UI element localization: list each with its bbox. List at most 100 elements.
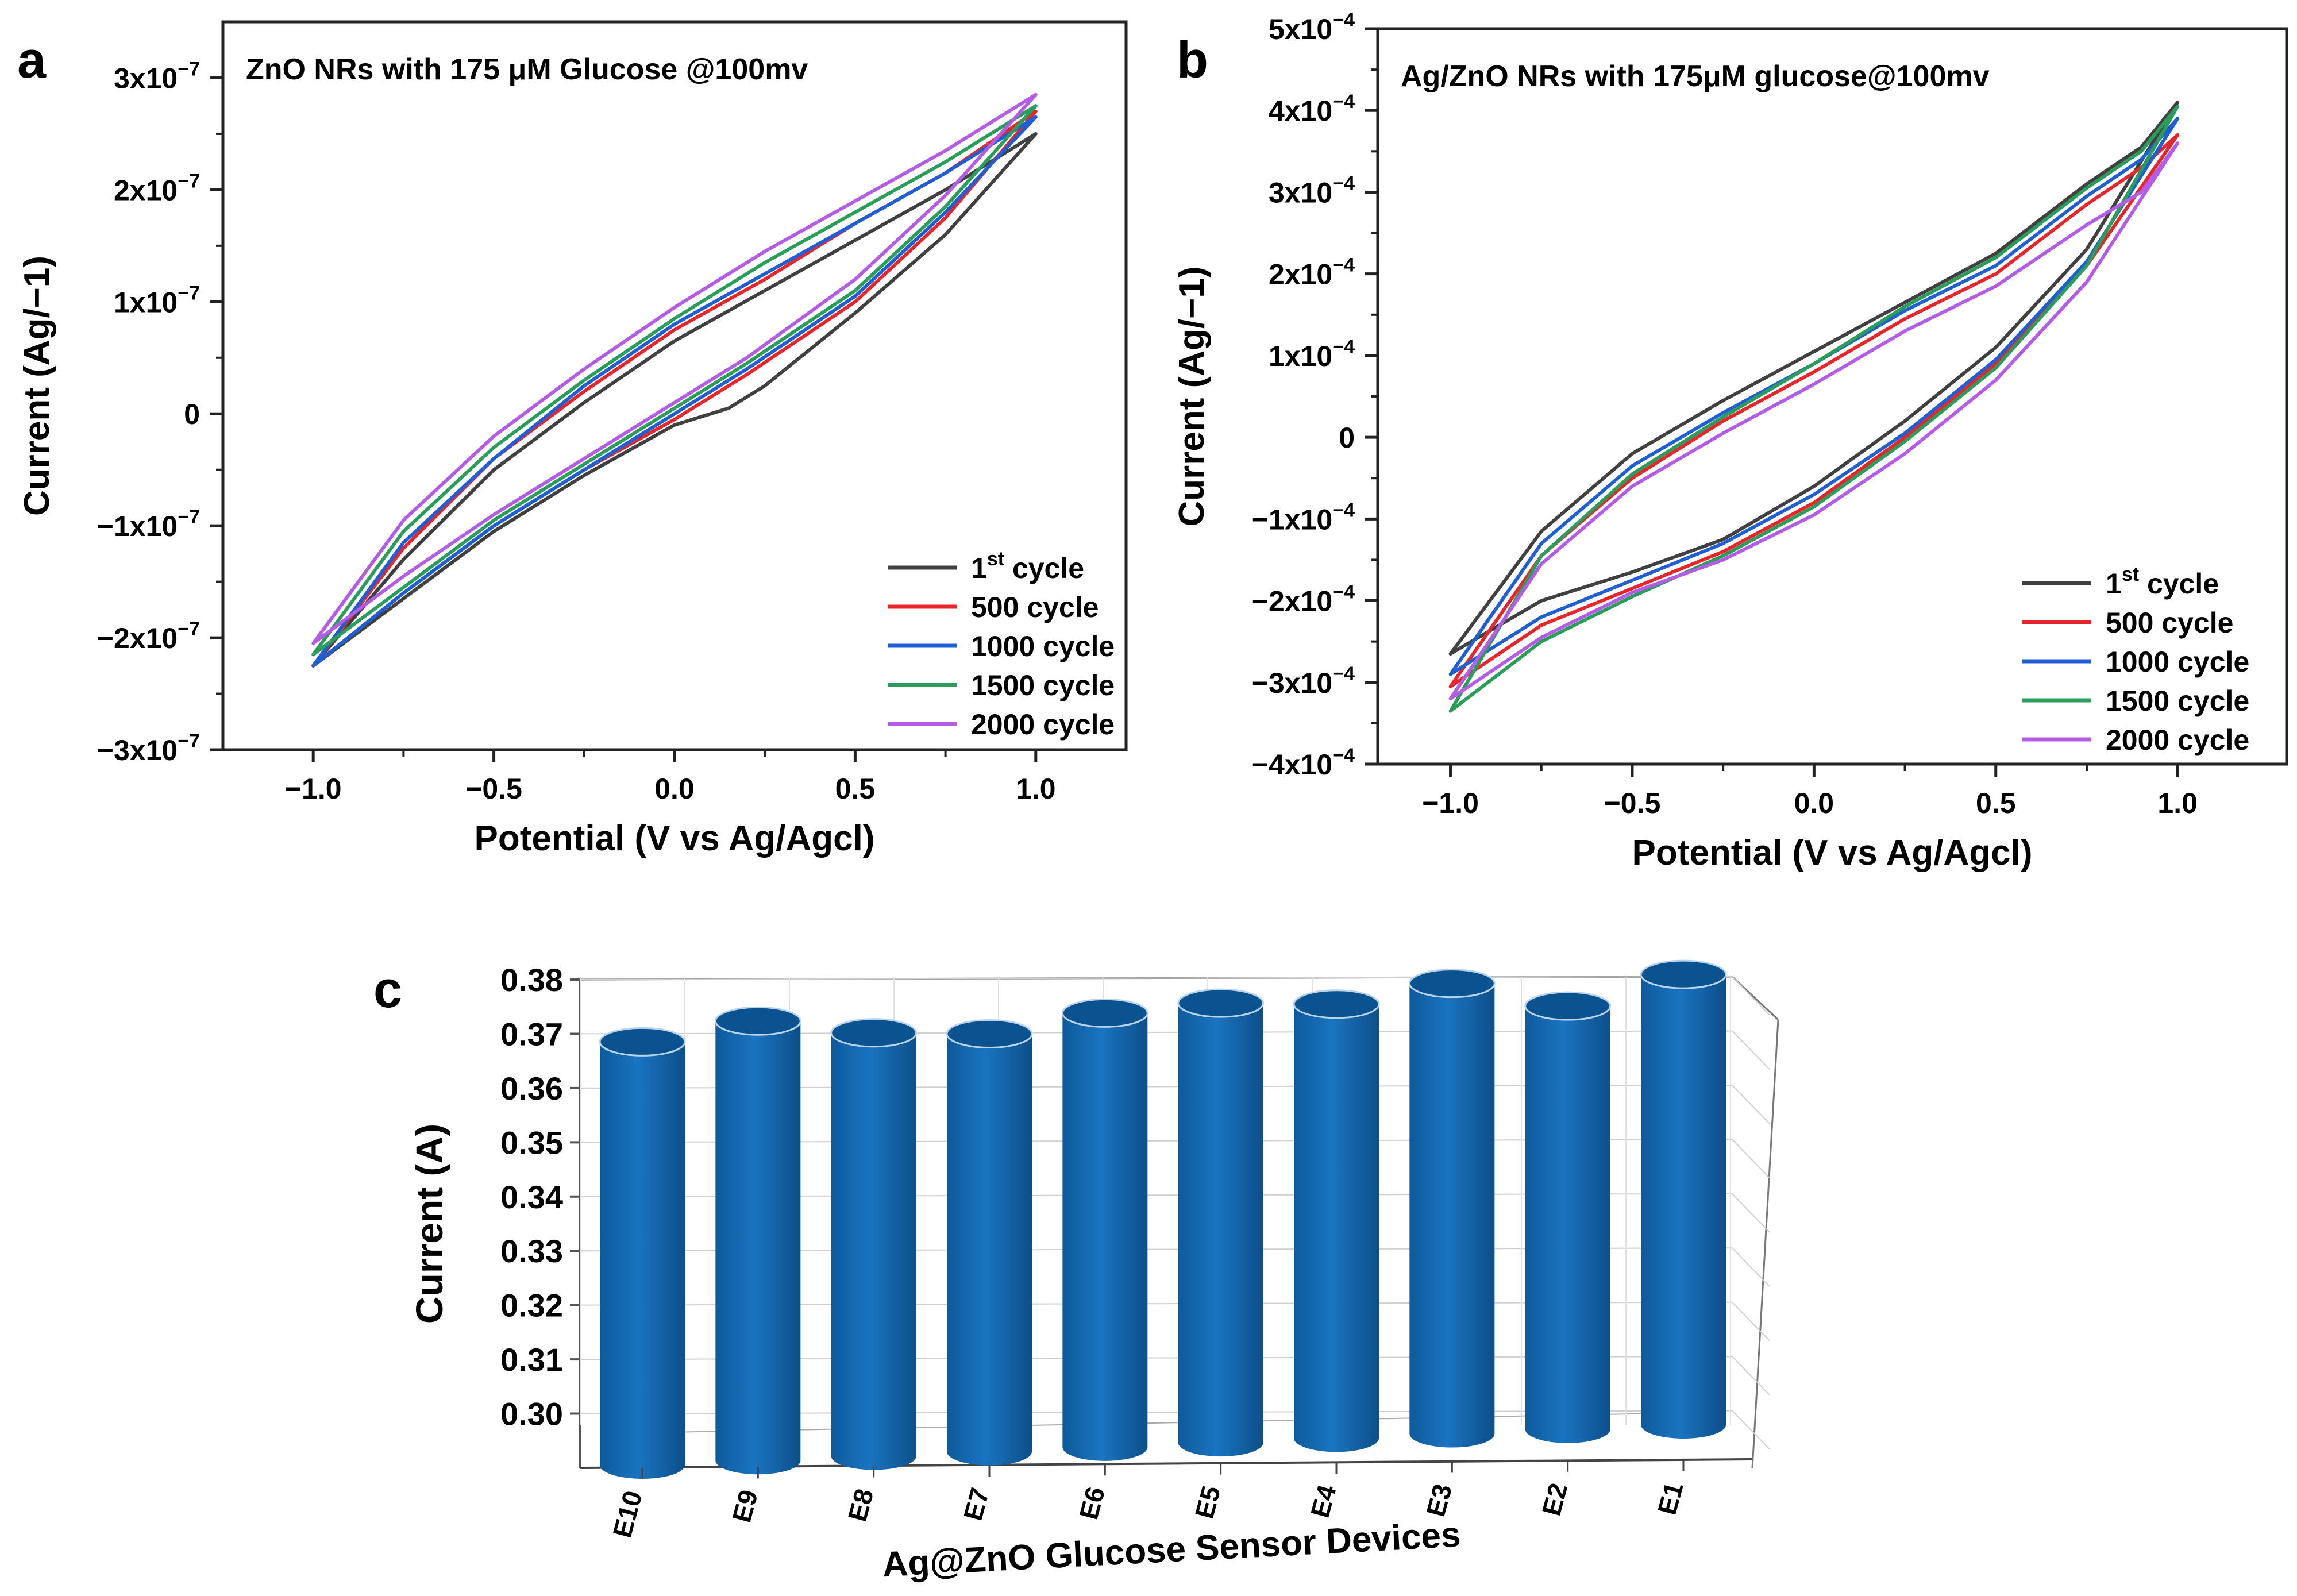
x-tick-label: E10	[607, 1487, 648, 1541]
bar-E8	[831, 1032, 916, 1470]
x-tick-label: 0.0	[1794, 787, 1834, 819]
bar-E2	[1525, 1006, 1610, 1443]
x-tick-label: E7	[958, 1485, 995, 1524]
cv-series-2	[311, 109, 1038, 668]
x-tick-label: 0.0	[654, 773, 695, 805]
y-tick-exponent: −4	[1332, 91, 1355, 113]
y-tick-mantissa: 1x10	[114, 286, 178, 318]
y-tick-mantissa: −4x10	[1252, 749, 1332, 781]
legend-label-rest: cycle	[2139, 568, 2219, 600]
legend-entry-3: 1000 cycle	[2106, 646, 2249, 678]
cv-series-1	[1448, 101, 2180, 656]
y-tick-exponent: −7	[178, 730, 200, 752]
legend-label: 1	[2106, 568, 2122, 600]
y-tick-label: 0.34	[500, 1179, 563, 1215]
legend-entry-1: 1st cycle	[971, 548, 1084, 584]
y-tick-mantissa: 3x10	[1269, 176, 1332, 209]
y-tick-exponent: −4	[1332, 499, 1355, 521]
y-tick-label: 2x10−4	[1269, 255, 1355, 291]
x-axis-label: Potential (V vs Ag/Agcl)	[1632, 833, 2032, 873]
bar-top-E10	[599, 1027, 686, 1057]
y-tick-label: −3x10−7	[97, 730, 200, 766]
cv-series-2	[1448, 133, 2180, 688]
chart-panel-b: 5x10−44x10−43x10−42x10−41x10−40−1x10−4−2…	[1172, 9, 2288, 873]
y-tick-mantissa: −2x10	[97, 622, 178, 654]
y-tick-label: 0.31	[500, 1341, 563, 1378]
legend-entry-5: 2000 cycle	[2106, 724, 2249, 756]
y-tick-label: 0.33	[500, 1233, 563, 1269]
bar-E3	[1409, 983, 1495, 1448]
y-tick-exponent: −4	[1332, 255, 1355, 276]
x-tick-label: 1.0	[2157, 787, 2198, 819]
y-tick-exponent: −4	[1332, 9, 1355, 31]
y-tick-label: 0	[184, 398, 200, 430]
y-tick-label: −1x10−7	[97, 506, 200, 542]
bar-top-E2	[1524, 991, 1612, 1021]
y-tick-label: −3x10−4	[1252, 663, 1355, 699]
bar-top-E8	[830, 1018, 918, 1048]
y-tick-exponent: −7	[178, 58, 200, 80]
y-tick-label: −2x10−7	[97, 618, 200, 654]
bar-E1	[1641, 974, 1726, 1439]
y-tick-exponent: −7	[178, 170, 200, 192]
legend-entry-3: 1000 cycle	[971, 630, 1115, 662]
y-tick-label: 4x10−4	[1269, 91, 1355, 127]
cv-series-4	[1448, 105, 2180, 713]
y-tick-exponent: −7	[178, 282, 200, 304]
y-tick-mantissa: 0	[184, 398, 200, 430]
bar-top-E5	[1177, 988, 1265, 1018]
cv-series-4	[311, 104, 1038, 657]
side-gridline	[1732, 1139, 1770, 1179]
y-axis-label: Current (A)	[408, 1124, 450, 1324]
bar-E9	[715, 1021, 801, 1475]
legend-label: 500 cycle	[2106, 607, 2233, 639]
y-tick-mantissa: 5x10	[1269, 13, 1332, 45]
x-tick-label: E2	[1536, 1480, 1574, 1519]
x-tick-label: E1	[1652, 1479, 1689, 1518]
side-gridline	[1732, 1356, 1770, 1395]
x-tick-label: −1.0	[1422, 787, 1479, 819]
legend-entry-4: 1500 cycle	[2106, 685, 2249, 717]
legend-entry-2: 500 cycle	[971, 591, 1099, 623]
chart-title: ZnO NRs with 175 μM Glucose @100mv	[246, 53, 808, 86]
legend-entry-5: 2000 cycle	[971, 708, 1115, 741]
x-tick-label: E4	[1305, 1482, 1342, 1521]
bar-top-E9	[714, 1006, 801, 1036]
y-tick-mantissa: 2x10	[1269, 259, 1332, 291]
legend-label-sup: st	[987, 548, 1004, 570]
x-tick-label: −0.5	[465, 773, 522, 805]
y-tick-label: 0.35	[500, 1124, 563, 1161]
bar-E7	[947, 1034, 1032, 1466]
x-axis-label: Ag@ZnO Glucose Sensor Devices	[881, 1515, 1462, 1585]
y-tick-exponent: −7	[178, 506, 200, 528]
y-tick-exponent: −4	[1332, 663, 1355, 685]
side-gridline	[1732, 1193, 1770, 1233]
y-tick-mantissa: 0	[1339, 422, 1355, 454]
y-tick-label: 3x10−4	[1269, 172, 1355, 209]
y-tick-exponent: −4	[1332, 745, 1355, 766]
y-tick-label: 1x10−4	[1269, 336, 1355, 372]
side-right-edge	[1751, 1019, 1779, 1468]
y-tick-label: 1x10−7	[114, 282, 200, 318]
side-gridline	[1732, 1085, 1770, 1124]
x-tick-label: E3	[1420, 1481, 1458, 1520]
y-axis-label: Current (Ag/−1)	[1172, 267, 1212, 527]
x-tick-label: 0.5	[1976, 787, 2016, 819]
y-tick-exponent: −4	[1332, 172, 1355, 194]
bar-top-E3	[1408, 969, 1496, 999]
y-tick-mantissa: 2x10	[114, 174, 178, 206]
y-tick-label: 3x10−7	[114, 58, 200, 94]
panel-label-c: c	[373, 961, 402, 1019]
cv-series-5	[1448, 141, 2180, 701]
cv-series-1	[311, 132, 1038, 668]
legend-label: 1500 cycle	[2106, 685, 2249, 717]
x-tick-label: E6	[1073, 1483, 1111, 1522]
bar-E10	[600, 1042, 685, 1479]
y-tick-mantissa: −1x10	[1252, 503, 1332, 535]
legend-label: 2000 cycle	[2106, 724, 2249, 756]
legend-label: 2000 cycle	[971, 708, 1115, 741]
y-tick-label: 5x10−4	[1269, 9, 1355, 45]
y-axis-label: Current (Ag/−1)	[17, 256, 57, 516]
chart-panel-a: 3x10−72x10−71x10−70−1x10−7−2x10−7−3x10−7…	[17, 20, 1128, 858]
y-gridline	[580, 976, 1733, 980]
